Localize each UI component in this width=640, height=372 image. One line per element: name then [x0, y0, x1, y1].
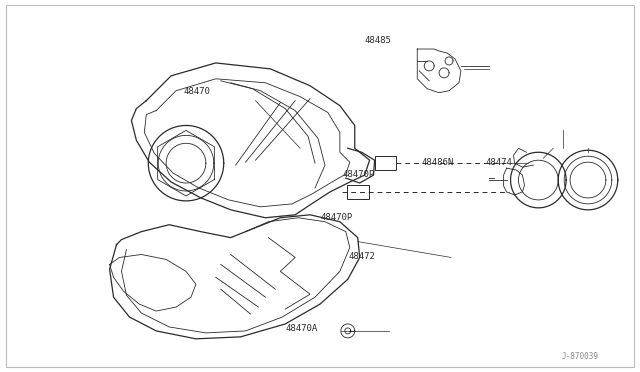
Text: J-870039: J-870039 — [561, 352, 598, 361]
Text: 48470: 48470 — [184, 87, 211, 96]
Text: 48470A: 48470A — [285, 324, 317, 333]
Text: 48470P: 48470P — [342, 170, 374, 179]
Bar — [374, 156, 396, 170]
Text: 48485: 48485 — [364, 36, 391, 45]
Text: 48486N: 48486N — [422, 157, 454, 167]
Bar — [347, 185, 369, 199]
Text: 48472: 48472 — [349, 251, 376, 261]
Text: 48474: 48474 — [485, 157, 512, 167]
Text: 48470P: 48470P — [320, 213, 352, 222]
